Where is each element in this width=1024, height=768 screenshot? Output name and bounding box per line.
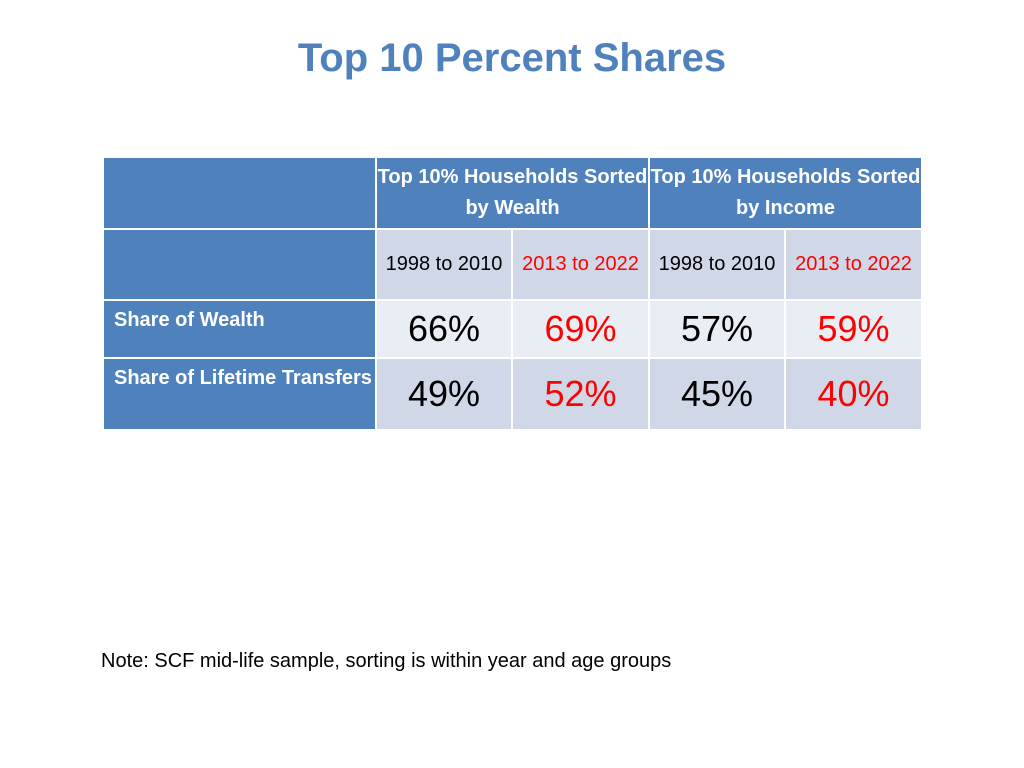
corner-cell-2	[102, 228, 377, 301]
period-header: 2013 to 2022	[511, 228, 650, 301]
value-cell: 45%	[648, 357, 786, 431]
row-label: Share of Lifetime Transfers	[102, 357, 377, 431]
value-cell: 59%	[784, 299, 923, 359]
table-row: Share of Lifetime Transfers 49% 52% 45% …	[102, 357, 923, 431]
corner-cell	[102, 156, 377, 230]
period-header: 1998 to 2010	[648, 228, 786, 301]
row-label: Share of Wealth	[102, 299, 377, 359]
period-header-row: 1998 to 2010 2013 to 2022 1998 to 2010 2…	[102, 228, 923, 301]
value-cell: 69%	[511, 299, 650, 359]
period-header: 1998 to 2010	[375, 228, 513, 301]
group-header-wealth: Top 10% Households Sorted by Wealth	[375, 156, 650, 230]
page-title: Top 10 Percent Shares	[297, 36, 727, 80]
value-cell: 40%	[784, 357, 923, 431]
period-header: 2013 to 2022	[784, 228, 923, 301]
group-header-income: Top 10% Households Sorted by Income	[648, 156, 923, 230]
group-header-row: Top 10% Households Sorted by Wealth Top …	[102, 156, 923, 230]
value-cell: 52%	[511, 357, 650, 431]
value-cell: 57%	[648, 299, 786, 359]
shares-table: Top 10% Households Sorted by Wealth Top …	[102, 156, 923, 431]
value-cell: 49%	[375, 357, 513, 431]
value-cell: 66%	[375, 299, 513, 359]
footnote: Note: SCF mid-life sample, sorting is wi…	[101, 650, 672, 672]
table-row: Share of Wealth 66% 69% 57% 59%	[102, 299, 923, 359]
